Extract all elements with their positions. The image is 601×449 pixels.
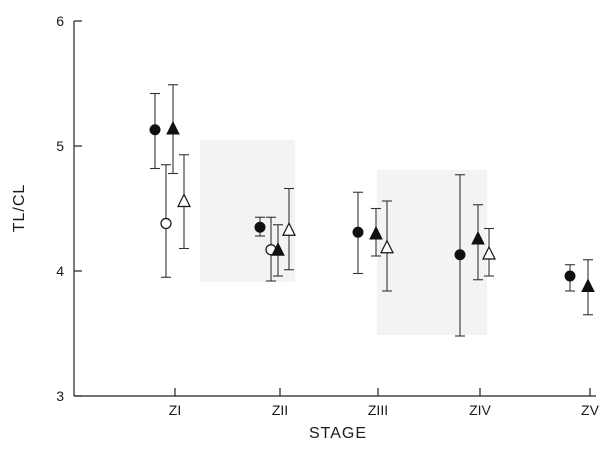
data-point-filled-triangle xyxy=(369,225,383,240)
x-tick-label: ZIII xyxy=(368,402,388,418)
x-tick-label: ZIV xyxy=(469,402,491,418)
y-tick-label: 6 xyxy=(56,13,64,29)
data-markers xyxy=(149,120,595,292)
data-point-open-triangle xyxy=(482,245,496,260)
data-point-filled-triangle xyxy=(471,230,485,245)
data-point-filled-triangle xyxy=(271,242,285,256)
background-shade-left xyxy=(200,140,295,282)
y-tick-label: 3 xyxy=(56,388,64,404)
y-axis-label: TL/CL xyxy=(11,184,28,233)
axes: 3 4 5 6 ZI ZII ZIII ZIV ZV xyxy=(56,13,599,418)
data-point-filled-circle xyxy=(564,270,576,282)
data-point-filled-triangle xyxy=(581,278,595,292)
x-tick-label: ZV xyxy=(581,402,600,418)
data-point-open-circle xyxy=(160,217,172,230)
data-point-filled-circle xyxy=(254,221,266,233)
data-point-filled-circle xyxy=(149,124,161,136)
data-point-filled-triangle xyxy=(166,120,180,135)
data-point-open-triangle xyxy=(177,193,191,208)
background-shade-right xyxy=(377,170,487,335)
x-tick-label: ZII xyxy=(272,402,288,418)
y-tick-label: 4 xyxy=(56,263,64,279)
y-tick-label: 5 xyxy=(56,138,64,154)
data-point-filled-circle xyxy=(352,226,364,238)
data-point-filled-circle xyxy=(454,249,466,261)
data-point-open-triangle xyxy=(282,221,296,236)
data-point-open-triangle xyxy=(380,239,394,254)
x-axis-label: STAGE xyxy=(309,425,367,442)
x-tick-label: ZI xyxy=(169,402,181,418)
